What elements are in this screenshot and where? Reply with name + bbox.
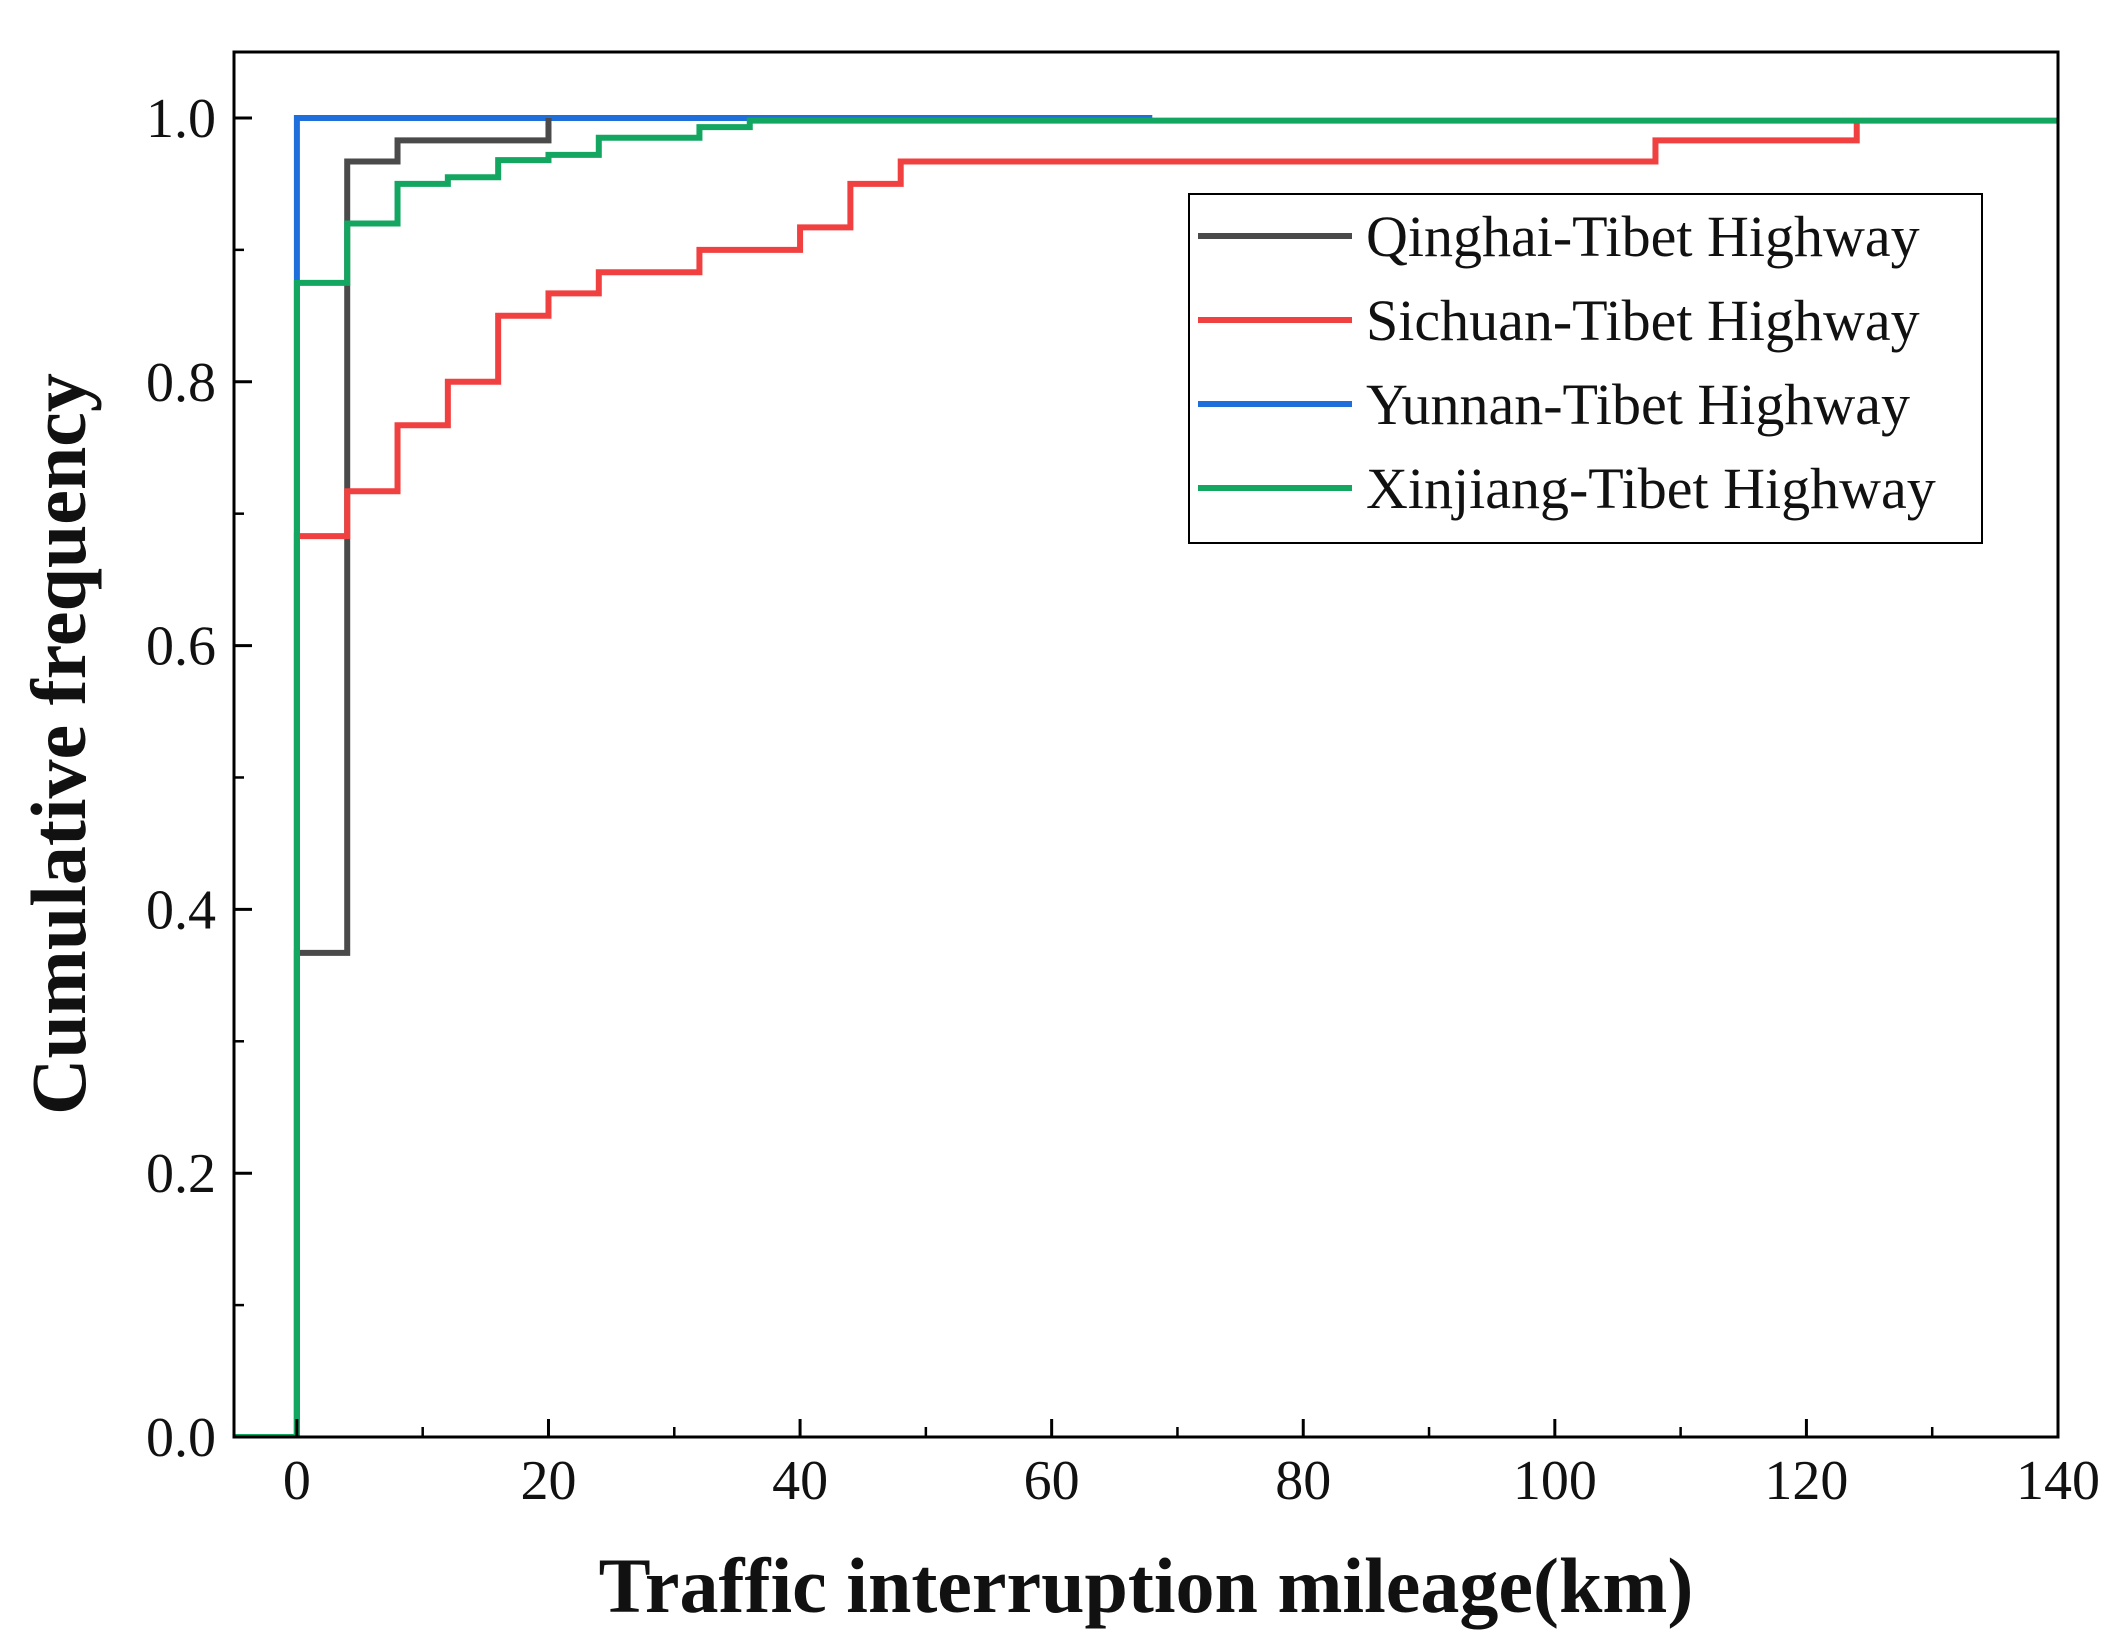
series-line-xinjiang-tibet-highway: [234, 117, 2058, 1437]
x-tick-label-3: 60: [1024, 1450, 1080, 1512]
y-tick-label-2: 0.4: [146, 879, 216, 941]
y-tick-label-3: 0.6: [146, 616, 216, 678]
y-tick-label-1: 0.2: [146, 1143, 216, 1205]
legend-label-3: Xinjiang-Tibet Highway: [1366, 456, 1936, 521]
plot-area-frame: [232, 50, 2060, 1439]
y-tick-label-4: 0.8: [146, 352, 216, 414]
legend: Qinghai-Tibet Highway Sichuan-Tibet Highw…: [1188, 193, 1983, 544]
legend-label-2: Yunnan-Tibet Highway: [1366, 372, 1910, 437]
legend-label-0: Qinghai-Tibet Highway: [1366, 204, 1920, 269]
y-tick-label-0: 0.0: [146, 1407, 216, 1469]
legend-box: [1188, 193, 1983, 544]
legend-label-1: Sichuan-Tibet Highway: [1366, 288, 1920, 353]
x-tick-label-4: 80: [1275, 1450, 1331, 1512]
x-tick-label-2: 40: [772, 1450, 828, 1512]
series-line-sichuan-tibet-highway: [293, 117, 1860, 1437]
x-tick-label-7: 140: [2016, 1450, 2100, 1512]
series-line-qinghai-tibet-highway: [293, 117, 552, 1437]
x-tick-label-1: 20: [520, 1450, 576, 1512]
ticks-layer: 0 20 40 60 80 100 120 140 0.0 0.2 0.4 0.6 0.8 1.0: [146, 88, 2100, 1512]
x-tick-label-6: 120: [1764, 1450, 1848, 1512]
legend-items: Qinghai-Tibet Highway Sichuan-Tibet Highw…: [1198, 204, 1936, 521]
x-tick-label-5: 100: [1513, 1450, 1597, 1512]
x-tick-label-0: 0: [283, 1450, 311, 1512]
y-axis-title: Cumulative frequency: [15, 373, 102, 1115]
y-tick-label-5: 1.0: [146, 88, 216, 150]
x-axis-title: Traffic interruption mileage(km): [599, 1542, 1694, 1629]
series-layer: [234, 114, 2058, 1437]
